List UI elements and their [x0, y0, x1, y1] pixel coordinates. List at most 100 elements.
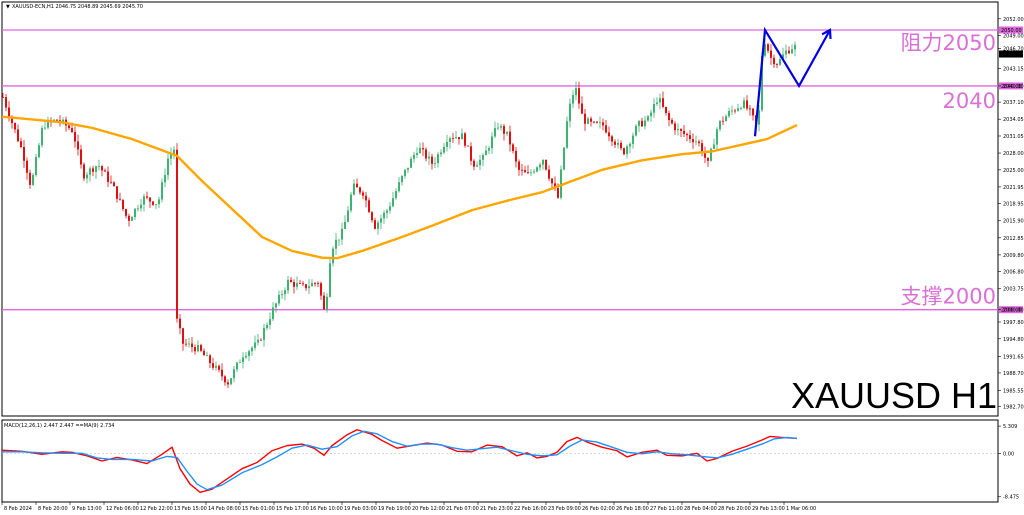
candle-body	[569, 103, 571, 122]
candle-body	[410, 158, 412, 168]
candle-body	[680, 129, 682, 131]
candle-body	[110, 181, 112, 183]
time-tick-label: 9 Feb 13:00	[72, 506, 102, 512]
time-tick-label: 20 Feb 12:00	[412, 506, 445, 512]
macd-axis: 5.309 0.00 -8.475	[998, 424, 1019, 501]
price-tick-label: 2025.00	[1003, 168, 1024, 174]
candle-body	[296, 283, 298, 287]
candle-body	[515, 151, 517, 162]
candle-body	[614, 141, 616, 145]
level-price-tag-label: 2040.00	[1001, 84, 1022, 90]
macd-header: MACD(12,26,1) 2.447 2.447 ==MA(9) 2.734	[4, 423, 114, 429]
candle-body	[497, 127, 499, 129]
candle-body	[149, 197, 151, 202]
candle-body	[20, 141, 22, 147]
candle-body	[269, 319, 271, 325]
candle-body	[440, 152, 442, 155]
candle-body	[761, 55, 763, 111]
price-tick-label: 2049.00	[1003, 34, 1024, 40]
candle-body	[566, 121, 568, 148]
candle-body	[179, 318, 181, 329]
candle-body	[530, 172, 532, 174]
time-tick-label: 13 Feb 15:00	[174, 506, 207, 512]
candle-body	[473, 160, 475, 167]
candle-body	[494, 128, 496, 137]
candle-body	[773, 57, 775, 65]
candle-body	[779, 59, 781, 65]
candle-body	[590, 118, 592, 122]
candle-body	[737, 108, 739, 111]
candles	[2, 37, 796, 389]
macd-tick-label: 5.309	[1003, 424, 1017, 430]
time-tick-label: 15 Feb 17:00	[276, 506, 309, 512]
candle-body	[392, 198, 394, 207]
candle-body	[2, 97, 4, 98]
level-price-tag-label: 2000.00	[1001, 308, 1022, 314]
candle-body	[371, 212, 373, 221]
level-labels: 2050.00 阻力2050 2040.00 2040 2000.00 支撑2000 204…	[901, 26, 1023, 314]
candle-body	[95, 166, 97, 172]
candle-body	[548, 169, 550, 179]
candle-body	[248, 351, 250, 356]
candle-body	[395, 191, 397, 199]
candle-body	[782, 54, 784, 60]
candle-body	[119, 198, 121, 200]
time-tick-label: 14 Feb 08:00	[208, 506, 241, 512]
candle-body	[203, 350, 205, 356]
candle-body	[125, 209, 127, 216]
candle-body	[695, 141, 697, 143]
candle-body	[38, 145, 40, 158]
candle-body	[359, 187, 361, 193]
candle-body	[743, 100, 745, 108]
price-tick-label: 2046.70	[1003, 46, 1024, 52]
time-tick-label: 12 Feb 06:00	[106, 506, 139, 512]
macd-tick-label: -8.475	[1003, 495, 1019, 501]
candle-body	[419, 148, 421, 154]
candle-body	[185, 343, 187, 345]
candle-body	[641, 120, 643, 127]
candle-body	[638, 120, 640, 126]
candle-body	[794, 44, 796, 50]
candle-body	[701, 143, 703, 154]
price-axis: 2052.00 2049.00 2046.70 2043.15 2040.00 2037.…	[998, 17, 1024, 410]
candle-body	[137, 208, 139, 210]
time-tick-label: 28 Feb 20:00	[718, 506, 751, 512]
candle-body	[140, 204, 142, 209]
candle-body	[491, 136, 493, 149]
forecast-arrow	[753, 26, 832, 137]
candle-body	[161, 182, 163, 200]
candle-body	[326, 296, 328, 310]
candle-body	[503, 126, 505, 134]
candle-body	[356, 183, 358, 188]
candle-body	[290, 279, 292, 282]
candle-body	[653, 103, 655, 113]
candle-body	[785, 50, 787, 55]
candle-body	[533, 171, 535, 173]
candle-body	[182, 328, 184, 344]
candle-body	[353, 183, 355, 195]
candle-body	[128, 215, 130, 221]
current-price-label: 2045.70	[1001, 52, 1022, 58]
candle-body	[194, 347, 196, 352]
candle-body	[629, 143, 631, 147]
candle-body	[338, 239, 340, 241]
time-tick-label: 12 Feb 22:00	[140, 506, 173, 512]
candle-body	[287, 279, 289, 291]
candle-body	[644, 120, 646, 127]
candle-body	[482, 155, 484, 160]
candle-body	[746, 100, 748, 109]
moving-average	[1, 115, 798, 260]
candle-body	[35, 157, 37, 176]
time-tick-label: 27 Feb 11:00	[650, 506, 683, 512]
candle-body	[770, 50, 772, 58]
candle-body	[689, 135, 691, 140]
candle-body	[686, 133, 688, 136]
candle-body	[581, 103, 583, 114]
candle-body	[671, 119, 673, 124]
price-tick-label: 2009.80	[1003, 253, 1024, 259]
candle-body	[791, 49, 793, 54]
candle-body	[632, 135, 634, 144]
candle-body	[704, 153, 706, 158]
price-tick-label: 2031.05	[1003, 134, 1024, 140]
